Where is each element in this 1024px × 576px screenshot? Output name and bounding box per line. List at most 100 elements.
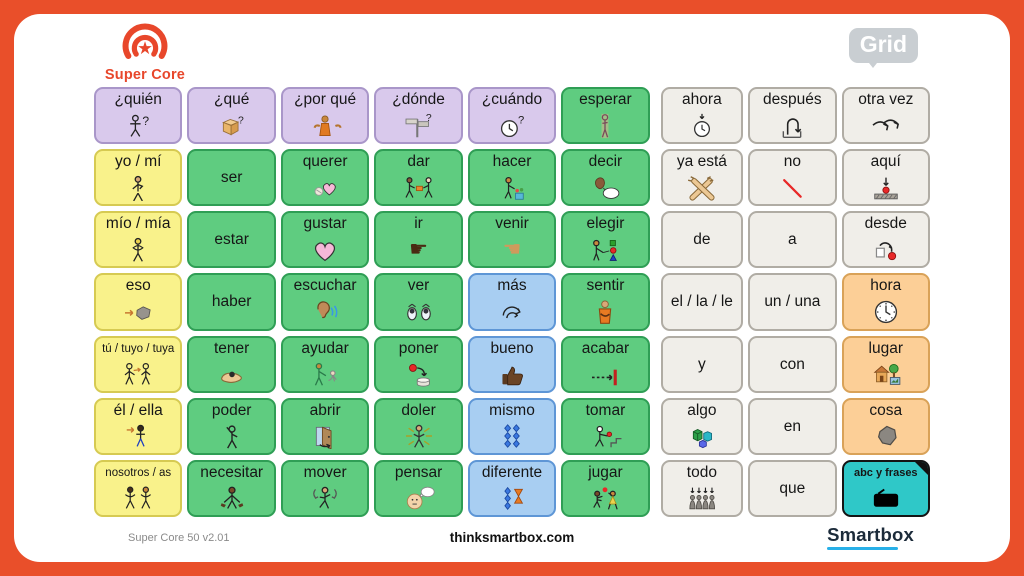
cell-tener[interactable]: tener xyxy=(187,335,276,393)
cell-despues[interactable]: después xyxy=(748,87,837,145)
cell-todo[interactable]: todo xyxy=(660,459,744,517)
cell-label: ¿quién xyxy=(114,91,162,108)
cell-poner[interactable]: poner xyxy=(374,335,463,393)
cell-a[interactable]: a xyxy=(748,211,837,269)
cell-label: ser xyxy=(220,169,243,187)
cell-que[interactable]: ¿qué? xyxy=(187,87,276,145)
cell-label: el / la / le xyxy=(670,293,733,311)
cell-label: desde xyxy=(864,215,907,233)
cell-ahora[interactable]: ahora xyxy=(660,87,744,145)
cell-aqui[interactable]: aquí xyxy=(841,149,930,207)
cell-un-una[interactable]: un / una xyxy=(748,273,837,331)
cell-label: abc y frases xyxy=(853,466,918,479)
cell-elegir[interactable]: elegir xyxy=(561,211,650,269)
cell-doler[interactable]: doler xyxy=(374,397,463,455)
cell-necesitar[interactable]: necesitar xyxy=(187,459,276,517)
cell-label: poder xyxy=(211,401,252,419)
cell-acabar[interactable]: acabar xyxy=(561,335,650,393)
cell-mismo[interactable]: mismo xyxy=(467,397,557,455)
cell-label: abrir xyxy=(309,401,341,419)
open-door-icon xyxy=(283,420,367,453)
cell-tomar[interactable]: tomar xyxy=(561,397,650,455)
super-core-logo: ★ Super Core xyxy=(90,18,200,83)
cell-label: dar xyxy=(407,153,430,171)
feel-person-icon xyxy=(563,295,647,328)
cell-tu-tuyo-tuya[interactable]: tú / tuyo / tuya xyxy=(94,335,183,393)
cell-gustar[interactable]: gustar xyxy=(280,211,370,269)
cell-mover[interactable]: mover xyxy=(280,459,370,517)
cell-desde[interactable]: desde xyxy=(841,211,930,269)
cell-y[interactable]: y xyxy=(660,335,744,393)
cell-label: pensar xyxy=(394,463,443,481)
cell-label: más xyxy=(497,277,527,295)
no-line-icon xyxy=(750,171,834,204)
cell-escuchar[interactable]: escuchar xyxy=(280,273,370,331)
cell-label: tomar xyxy=(585,401,626,419)
cell-el-la-le[interactable]: el / la / le xyxy=(660,273,744,331)
cell-estar[interactable]: estar xyxy=(187,211,276,269)
cell-venir[interactable]: venir ☚ xyxy=(467,211,557,269)
cell-otra-vez[interactable]: otra vez xyxy=(841,87,930,145)
cell-eso[interactable]: eso xyxy=(94,273,183,331)
cell-por-que[interactable]: ¿por qué xyxy=(280,87,370,145)
cell-cosa[interactable]: cosa xyxy=(841,397,930,455)
eyes-icon xyxy=(376,295,460,328)
cell-ir[interactable]: ir ☛ xyxy=(374,211,463,269)
cell-ver[interactable]: ver xyxy=(374,273,463,331)
cell-haber[interactable]: haber xyxy=(187,273,276,331)
cell-label: cosa xyxy=(869,401,903,419)
cell-label: hacer xyxy=(492,153,532,171)
can-person-icon xyxy=(189,420,273,453)
cell-el-ella[interactable]: él / ella xyxy=(94,397,183,455)
again-arrows-icon xyxy=(844,109,928,142)
box-question-icon: ? xyxy=(189,109,273,142)
cell-con[interactable]: con xyxy=(748,335,837,393)
cell-de[interactable]: de xyxy=(660,211,744,269)
cell-querer[interactable]: querer xyxy=(280,149,370,207)
cell-ya-esta[interactable]: ya está xyxy=(660,149,744,207)
cell-hora[interactable]: hora xyxy=(841,273,930,331)
cell-en[interactable]: en xyxy=(748,397,837,455)
cell-poder[interactable]: poder xyxy=(187,397,276,455)
cell-quien[interactable]: ¿quién? xyxy=(94,87,183,145)
cell-ser[interactable]: ser xyxy=(187,149,276,207)
grid-software-logo: Grid xyxy=(848,28,918,68)
cell-esperar[interactable]: esperar xyxy=(561,87,650,145)
cell-dar[interactable]: dar xyxy=(374,149,463,207)
cell-label: acabar xyxy=(581,339,630,357)
clock-question-icon: ? xyxy=(470,109,554,142)
cell-label: ahora xyxy=(682,91,722,108)
cell-que[interactable]: que xyxy=(748,459,837,517)
cell-diferente[interactable]: diferente xyxy=(467,459,557,517)
cell-bueno[interactable]: bueno xyxy=(467,335,557,393)
smartbox-logo: Smartbox xyxy=(827,524,914,550)
cell-abrir[interactable]: abrir xyxy=(280,397,370,455)
cell-no[interactable]: no xyxy=(748,149,837,207)
cell-label: ayudar xyxy=(301,339,349,357)
cell-donde[interactable]: ¿dónde? xyxy=(374,87,463,145)
cell-hacer[interactable]: hacer xyxy=(467,149,557,207)
cell-yo-mi[interactable]: yo / mí xyxy=(94,149,183,207)
cell-cuando[interactable]: ¿cuándo? xyxy=(467,87,557,145)
cell-lugar[interactable]: lugar xyxy=(841,335,930,393)
cell-ayudar[interactable]: ayudar xyxy=(280,335,370,393)
cell-mas[interactable]: más xyxy=(467,273,557,331)
smartbox-logo-text: Smartbox xyxy=(827,524,914,545)
cell-label: haber xyxy=(211,293,252,311)
cell-nosotros-as[interactable]: nosotros / as xyxy=(94,459,183,517)
self-person-icon xyxy=(96,171,180,204)
cell-label: ¿por qué xyxy=(294,91,357,108)
cell-label: ¿qué xyxy=(213,91,250,108)
cell-pensar[interactable]: pensar xyxy=(374,459,463,517)
cell-label: aquí xyxy=(870,153,901,171)
cell-mio-mia[interactable]: mío / mía xyxy=(94,211,183,269)
cell-decir[interactable]: decir xyxy=(561,149,650,207)
same-diamonds-icon xyxy=(470,420,554,453)
cell-abc-y-frases[interactable]: abc y frases xyxy=(841,459,930,517)
cell-label: venir xyxy=(495,215,529,233)
cell-sentir[interactable]: sentir xyxy=(561,273,650,331)
cell-jugar[interactable]: jugar xyxy=(561,459,650,517)
cell-label: estar xyxy=(214,231,249,249)
cell-algo[interactable]: algo xyxy=(660,397,744,455)
cell-label: ver xyxy=(407,277,430,295)
